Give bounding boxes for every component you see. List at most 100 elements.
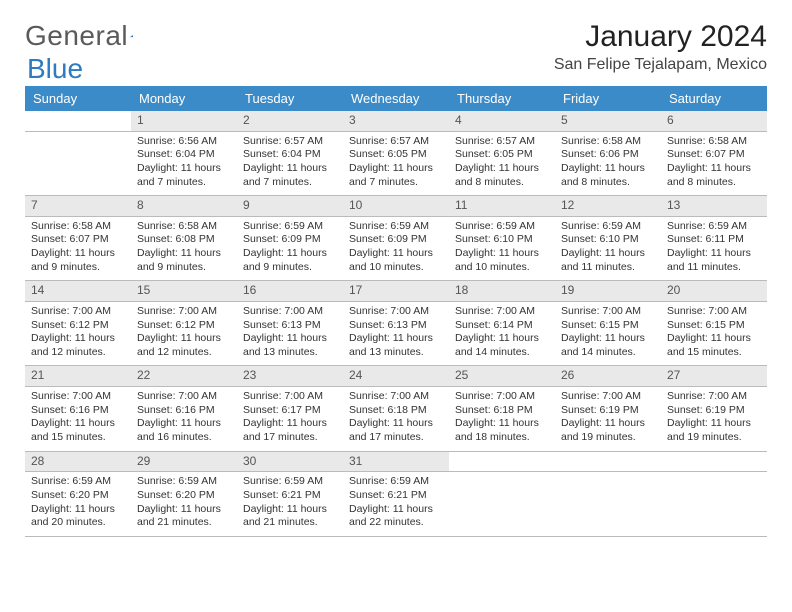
daylight-line1: Daylight: 11 hours [455,247,549,261]
logo-text-general: General [25,20,128,52]
day-cell: Sunrise: 6:57 AMSunset: 6:05 PMDaylight:… [343,132,449,196]
day-number: 7 [25,196,131,216]
sunset-text: Sunset: 6:04 PM [243,148,337,162]
day-number: 12 [555,196,661,216]
daylight-line1: Daylight: 11 hours [349,247,443,261]
day-cell: Sunrise: 7:00 AMSunset: 6:18 PMDaylight:… [449,387,555,451]
logo-text-blue: Blue [27,53,83,85]
weekday-header: Tuesday [237,86,343,111]
day-number: 8 [131,196,237,216]
daylight-line1: Daylight: 11 hours [667,417,761,431]
day-number: 28 [25,452,131,472]
day-number: 27 [661,366,767,386]
sunset-text: Sunset: 6:08 PM [137,233,231,247]
sunset-text: Sunset: 6:07 PM [667,148,761,162]
daylight-line1: Daylight: 11 hours [137,417,231,431]
daylight-line1: Daylight: 11 hours [349,503,443,517]
sunset-text: Sunset: 6:15 PM [561,319,655,333]
daylight-line1: Daylight: 11 hours [137,247,231,261]
day-cell: Sunrise: 7:00 AMSunset: 6:19 PMDaylight:… [555,387,661,451]
sunset-text: Sunset: 6:17 PM [243,404,337,418]
day-cell: Sunrise: 6:59 AMSunset: 6:09 PMDaylight:… [237,217,343,281]
sunset-text: Sunset: 6:07 PM [31,233,125,247]
day-cell [555,472,661,530]
daylight-line2: and 10 minutes. [349,261,443,275]
day-cell: Sunrise: 7:00 AMSunset: 6:16 PMDaylight:… [25,387,131,451]
sunrise-text: Sunrise: 7:00 AM [667,305,761,319]
daylight-line2: and 9 minutes. [31,261,125,275]
day-cell: Sunrise: 6:58 AMSunset: 6:07 PMDaylight:… [25,217,131,281]
daylight-line1: Daylight: 11 hours [667,162,761,176]
daynum-row: 78910111213 [25,196,767,217]
month-title: January 2024 [554,20,767,54]
day-cell [25,132,131,190]
daylight-line2: and 14 minutes. [455,346,549,360]
daylight-line2: and 18 minutes. [455,431,549,445]
logo-triangle-icon [130,26,133,46]
day-number: 23 [237,366,343,386]
day-cell: Sunrise: 6:57 AMSunset: 6:05 PMDaylight:… [449,132,555,196]
sunset-text: Sunset: 6:13 PM [349,319,443,333]
weekday-header: Monday [131,86,237,111]
daylight-line1: Daylight: 11 hours [561,162,655,176]
day-number: 14 [25,281,131,301]
daylight-line1: Daylight: 11 hours [137,162,231,176]
daylight-line2: and 21 minutes. [137,516,231,530]
day-cell: Sunrise: 6:59 AMSunset: 6:20 PMDaylight:… [25,472,131,536]
sunset-text: Sunset: 6:18 PM [455,404,549,418]
sunset-text: Sunset: 6:05 PM [455,148,549,162]
sunrise-text: Sunrise: 6:58 AM [561,135,655,149]
daylight-line1: Daylight: 11 hours [243,417,337,431]
day-number: 30 [237,452,343,472]
day-number: 5 [555,111,661,131]
sunset-text: Sunset: 6:12 PM [137,319,231,333]
daylight-line2: and 11 minutes. [561,261,655,275]
sunset-text: Sunset: 6:20 PM [137,489,231,503]
sunrise-text: Sunrise: 7:00 AM [243,390,337,404]
day-cell: Sunrise: 6:58 AMSunset: 6:07 PMDaylight:… [661,132,767,196]
daylight-line2: and 8 minutes. [561,176,655,190]
day-number: 16 [237,281,343,301]
daylight-line1: Daylight: 11 hours [349,417,443,431]
sunrise-text: Sunrise: 7:00 AM [455,305,549,319]
sunset-text: Sunset: 6:14 PM [455,319,549,333]
daylight-line2: and 8 minutes. [455,176,549,190]
sunset-text: Sunset: 6:19 PM [667,404,761,418]
sunset-text: Sunset: 6:20 PM [31,489,125,503]
sunrise-text: Sunrise: 6:58 AM [137,220,231,234]
day-number: 3 [343,111,449,131]
sunrise-text: Sunrise: 6:56 AM [137,135,231,149]
daylight-line2: and 15 minutes. [31,431,125,445]
daylight-line1: Daylight: 11 hours [243,162,337,176]
sunrise-text: Sunrise: 7:00 AM [561,305,655,319]
day-cell: Sunrise: 7:00 AMSunset: 6:17 PMDaylight:… [237,387,343,451]
day-number: 11 [449,196,555,216]
daylight-line2: and 10 minutes. [455,261,549,275]
sunset-text: Sunset: 6:09 PM [349,233,443,247]
day-number: 13 [661,196,767,216]
sunrise-text: Sunrise: 6:59 AM [349,475,443,489]
daylight-line2: and 15 minutes. [667,346,761,360]
sunrise-text: Sunrise: 7:00 AM [137,390,231,404]
weekday-header-row: Sunday Monday Tuesday Wednesday Thursday… [25,86,767,111]
weekday-header: Wednesday [343,86,449,111]
daylight-line1: Daylight: 11 hours [243,503,337,517]
sunset-text: Sunset: 6:12 PM [31,319,125,333]
sunrise-text: Sunrise: 6:59 AM [349,220,443,234]
sunrise-text: Sunrise: 6:59 AM [667,220,761,234]
daylight-line2: and 13 minutes. [243,346,337,360]
daylight-line2: and 17 minutes. [349,431,443,445]
sunrise-text: Sunrise: 7:00 AM [561,390,655,404]
sunset-text: Sunset: 6:16 PM [31,404,125,418]
day-number: 22 [131,366,237,386]
sunset-text: Sunset: 6:18 PM [349,404,443,418]
daynum-row: 14151617181920 [25,281,767,302]
day-number: 10 [343,196,449,216]
sunrise-text: Sunrise: 7:00 AM [667,390,761,404]
daylight-line2: and 19 minutes. [667,431,761,445]
day-cell: Sunrise: 7:00 AMSunset: 6:12 PMDaylight:… [25,302,131,366]
daylight-line1: Daylight: 11 hours [349,162,443,176]
daylight-line1: Daylight: 11 hours [455,417,549,431]
sunrise-text: Sunrise: 6:58 AM [667,135,761,149]
daylight-line2: and 12 minutes. [137,346,231,360]
